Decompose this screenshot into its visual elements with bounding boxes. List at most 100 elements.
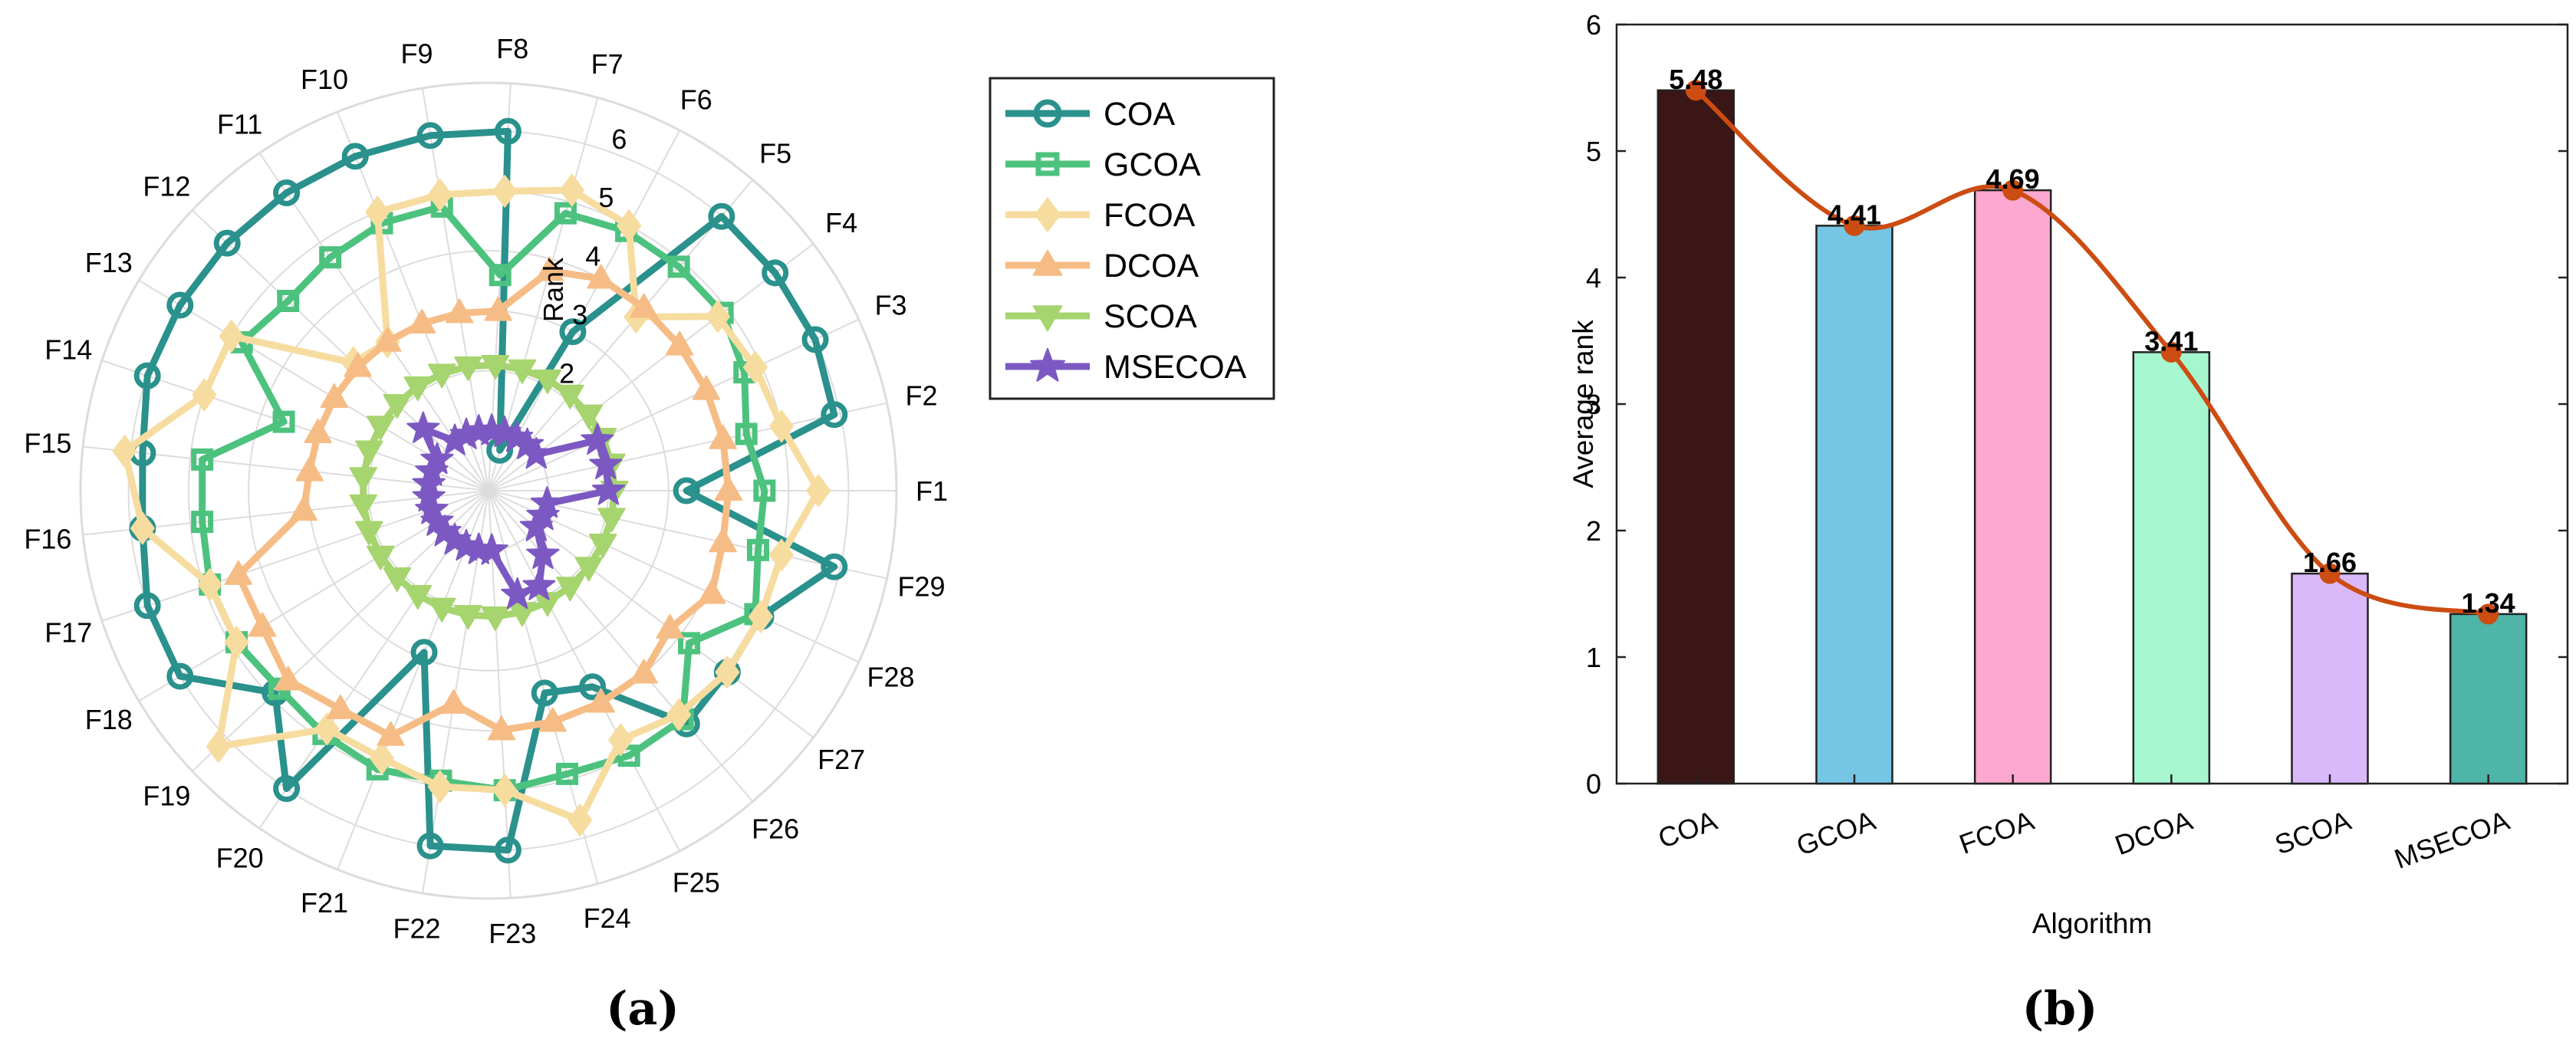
legend-label: COA [1104, 96, 1176, 133]
radar-category-label: F21 [301, 887, 348, 919]
radar-category-label: F4 [825, 207, 857, 238]
radar-point [373, 327, 402, 352]
bar-chart: 0 1 2 3 4 5 6 COA GCOA FCOA DCOA SCOA MSECOA 5.48 4.41… [1568, 9, 2569, 939]
radar-point [574, 557, 604, 582]
x-tick-label: FCOA [1955, 804, 2038, 860]
bar-dcoa [2132, 351, 2211, 785]
legend-box [989, 77, 1275, 400]
radar-point [295, 456, 324, 481]
radar-point [501, 577, 535, 610]
radar-series-msecoa [406, 411, 626, 610]
legend-label: MSECOA [1104, 349, 1247, 386]
radar-category-label: F7 [591, 48, 623, 80]
radar-category-label: F28 [867, 662, 915, 693]
bar-msecoa [2449, 613, 2528, 785]
radar-point [365, 196, 390, 228]
legend-entry-gcoa: GCOA [1005, 146, 1201, 183]
radar-category-label: F8 [496, 33, 528, 64]
radar-point [273, 179, 301, 206]
radar-category-label: F2 [905, 380, 937, 412]
radar-point [801, 326, 829, 353]
bar-value-label: 1.66 [2303, 547, 2357, 578]
legend-entry-scoa: SCOA [1005, 298, 1197, 335]
y-tick-label: 5 [1586, 136, 1601, 167]
radar-point [191, 448, 214, 471]
radar-point [492, 175, 518, 208]
radar-point [806, 474, 831, 508]
radar-point [341, 143, 369, 170]
radar-point [494, 836, 521, 864]
radar-r-tick-label: 2 [559, 357, 574, 389]
radar-point [304, 419, 332, 444]
radar-point [489, 264, 512, 287]
radar-point [678, 632, 701, 655]
radar-point [714, 476, 743, 501]
radar-point [314, 712, 340, 746]
radar-series-fcoa [112, 173, 831, 836]
x-tick-label: COA [1654, 804, 1721, 854]
radar-point [133, 592, 161, 620]
radar-point [530, 486, 564, 518]
radar-spoke [488, 402, 887, 491]
radar-r-tick-label: 3 [572, 299, 587, 330]
radar-point [427, 178, 452, 212]
radar-point [289, 496, 318, 521]
radar-point [272, 410, 295, 433]
radar-point [130, 511, 155, 545]
radar-category-label: F16 [24, 523, 71, 554]
radar-point [559, 173, 584, 207]
radar-category-label: F26 [752, 813, 799, 845]
radar-point [403, 584, 433, 610]
radar-point [589, 447, 623, 479]
radar-point [248, 612, 277, 637]
trend-point [2160, 341, 2182, 363]
bar-gcoa [1815, 225, 1893, 785]
bar-coa [1656, 89, 1735, 785]
radar-category-label: F19 [143, 780, 190, 811]
radar-point [406, 411, 440, 443]
legend-marker [1033, 99, 1062, 128]
radar-point [427, 363, 456, 389]
radar-point [597, 508, 626, 533]
x-tick-label: DCOA [2110, 804, 2196, 861]
y-tick-label: 0 [1586, 768, 1601, 800]
radar-spoke [101, 490, 489, 622]
radar-point [666, 698, 692, 731]
bar-plot-area [1615, 23, 2569, 785]
radar-spoke [258, 153, 489, 491]
trend-point [1685, 80, 1706, 101]
radar-point [709, 424, 737, 449]
radar-point [366, 416, 395, 441]
radar-point [484, 296, 512, 321]
radar-point [556, 577, 584, 602]
radar-point [377, 721, 405, 746]
radar-point [494, 117, 521, 145]
radar-point [319, 246, 342, 269]
radar-point [535, 256, 564, 281]
radar-point [574, 404, 604, 429]
radar-category-label: F22 [393, 912, 440, 944]
radar-series-line [139, 127, 838, 854]
radar-point [656, 613, 684, 639]
radar-point [533, 369, 562, 394]
radar-point [630, 659, 658, 684]
legend-label: SCOA [1104, 298, 1197, 335]
radar-category-label: F29 [897, 570, 945, 602]
legend-label: GCOA [1104, 146, 1201, 183]
radar-point [748, 600, 774, 633]
radar-point [735, 422, 758, 445]
radar-point [383, 567, 411, 592]
radar-category-label: F18 [85, 704, 133, 735]
radar-axis-label: Rank [538, 257, 569, 322]
radar-category-label: F24 [584, 902, 631, 934]
radar-point [579, 673, 607, 701]
legend-entry-coa: COA [1005, 96, 1176, 133]
radar-point [416, 832, 444, 859]
legend-entry-msecoa: MSECOA [1005, 347, 1247, 386]
radar-point [581, 422, 614, 455]
trend-point [1844, 215, 1865, 236]
radar-point [538, 707, 567, 732]
radar-point [753, 479, 776, 502]
radar-point [522, 568, 556, 600]
radar-point [481, 354, 510, 380]
